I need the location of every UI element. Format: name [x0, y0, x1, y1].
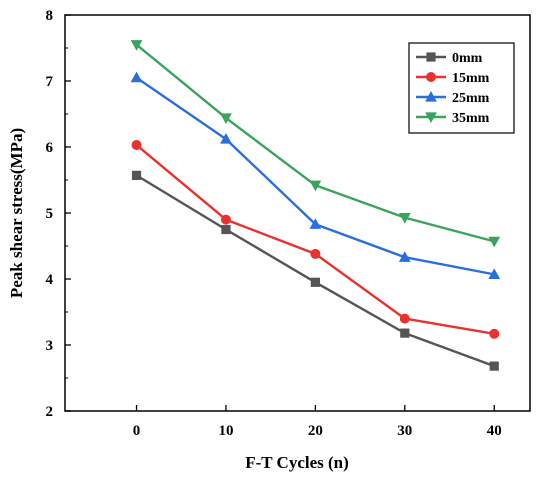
data-point: [398, 213, 411, 224]
y-tick-label: 3: [46, 338, 54, 354]
data-point: [130, 71, 143, 83]
series-layer: [130, 40, 501, 371]
y-tick-label: 7: [46, 74, 54, 90]
data-point: [130, 40, 143, 51]
legend-label: 35mm: [452, 111, 490, 126]
y-tick-label: 4: [46, 272, 54, 288]
data-point: [131, 140, 142, 151]
x-tick-label: 40: [487, 423, 502, 439]
data-point: [221, 224, 231, 235]
data-point: [488, 268, 501, 279]
x-tick-label: 10: [218, 423, 233, 439]
legend-item: 0mm: [416, 51, 483, 66]
data-point: [489, 328, 500, 339]
series-0mm: [131, 170, 499, 371]
legend-label: 25mm: [452, 91, 490, 106]
series-line: [135, 144, 495, 335]
y-tick-label: 2: [46, 404, 54, 420]
x-tick-label: 0: [133, 423, 141, 439]
legend-item: 15mm: [416, 71, 490, 86]
data-point: [488, 236, 501, 248]
legend-item: 35mm: [416, 111, 490, 126]
series-15mm: [131, 140, 500, 339]
data-point: [400, 328, 410, 338]
data-point: [398, 251, 411, 262]
y-tick-label: 8: [46, 8, 54, 24]
legend-marker: [425, 72, 436, 83]
data-point: [131, 170, 142, 180]
legend-marker: [425, 90, 437, 102]
x-axis-title: F-T Cycles (n): [245, 453, 349, 472]
axes: 0 10 20 30 40 2 3 4 5 6 7 8: [46, 8, 502, 439]
data-point: [309, 180, 322, 192]
data-point: [309, 218, 322, 229]
data-point: [220, 133, 232, 144]
y-tick-label: 5: [46, 206, 54, 222]
data-point: [310, 248, 321, 259]
legend-label: 0mm: [452, 51, 483, 66]
legend: 0mm 15mm 25mm 35mm: [408, 42, 515, 134]
y-axis-title: Peak shear stress(MPa): [7, 128, 26, 298]
data-point: [399, 313, 410, 324]
data-point: [489, 361, 499, 371]
y-tick-label: 6: [46, 140, 54, 156]
x-tick-label: 30: [397, 423, 412, 439]
data-point: [220, 214, 231, 225]
legend-item: 25mm: [416, 90, 490, 106]
series-25mm: [130, 71, 501, 279]
legend-marker: [426, 52, 436, 62]
legend-label: 15mm: [452, 71, 490, 86]
data-point: [310, 277, 320, 287]
data-point: [220, 113, 232, 124]
x-tick-label: 20: [308, 423, 323, 439]
legend-marker: [425, 112, 437, 124]
series-line: [135, 174, 495, 368]
series-35mm: [130, 40, 501, 248]
